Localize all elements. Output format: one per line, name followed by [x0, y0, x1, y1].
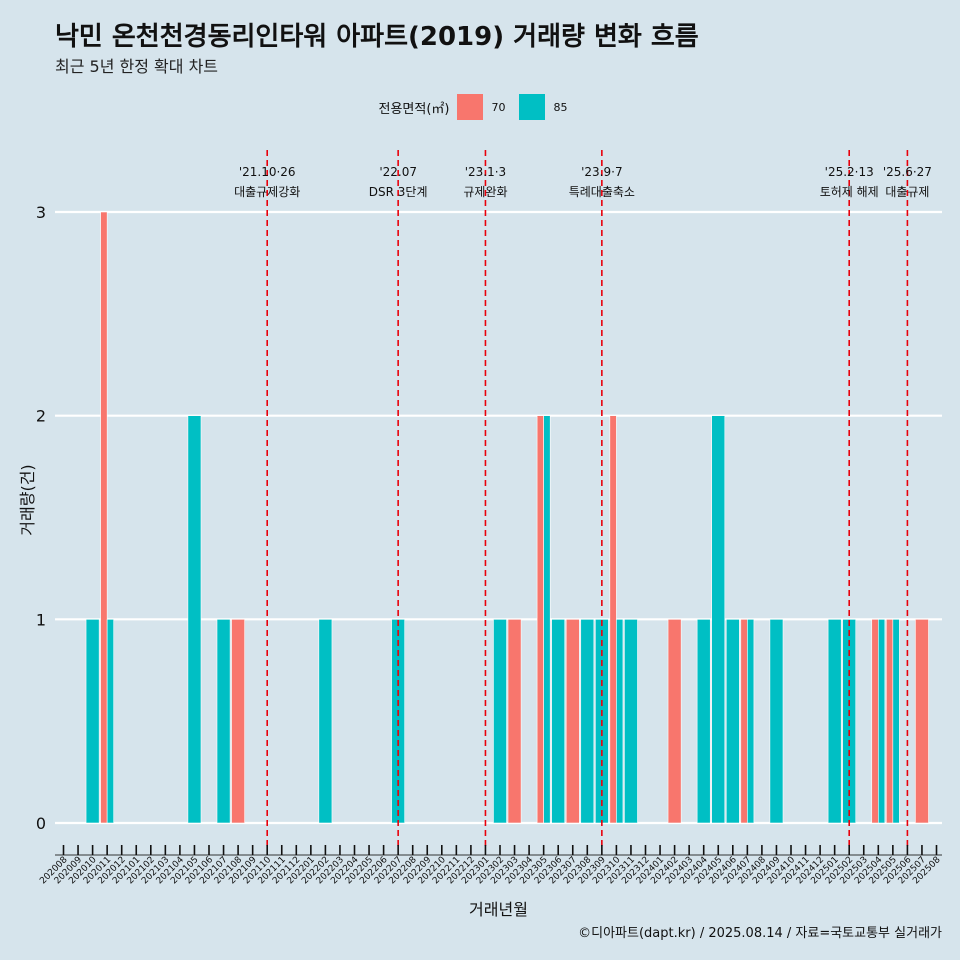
bar-70-202505 — [886, 619, 894, 824]
bar-70-202305 — [536, 415, 544, 824]
y-tick-label: 1 — [36, 610, 46, 629]
bar-70-202507 — [915, 619, 929, 824]
y-tick-label: 3 — [36, 203, 46, 222]
bar-85-202302 — [493, 619, 507, 824]
source-caption: ©디아파트(dapt.kr) / 2025.08.14 / 자료=국토교통부 실… — [578, 926, 942, 941]
event-date-label: '25.2·13 — [825, 165, 874, 179]
event-name-label: DSR 3단계 — [369, 185, 428, 199]
legend-key-85 — [519, 94, 546, 120]
bar-85-202501 — [827, 619, 842, 824]
legend: 전용면적(㎡) 70 85 — [0, 94, 960, 120]
bar-70-202303 — [507, 619, 522, 824]
bar-70-202108 — [231, 619, 245, 824]
bar-70-202307 — [565, 619, 580, 824]
y-axis-title: 거래량(건) — [18, 464, 37, 535]
bar-85-202406 — [725, 619, 740, 824]
bar-85-202404 — [696, 619, 711, 824]
bar-70-202310 — [609, 415, 617, 824]
legend-label-85: 85 — [553, 100, 568, 114]
bar-70-202504 — [871, 619, 879, 824]
bar-85-202306 — [551, 619, 566, 824]
bar-85-202407 — [747, 619, 755, 824]
y-tick-label: 0 — [36, 814, 46, 833]
bar-70-202407 — [740, 619, 748, 824]
x-axis-title: 거래년월 — [469, 900, 528, 919]
bar-85-202305 — [543, 415, 551, 824]
bar-85-202308 — [580, 619, 595, 824]
bar-85-202504 — [877, 619, 886, 824]
bar-85-202311 — [624, 619, 638, 824]
y-tick-label: 2 — [36, 407, 46, 426]
bar-85-202105 — [187, 415, 202, 824]
bar-85-202505 — [892, 619, 900, 824]
event-date-label: '25.6·27 — [883, 165, 932, 179]
event-name-label: 토허제 해제 — [820, 185, 879, 199]
bar-70-202011 — [100, 211, 108, 824]
bar-85-202202 — [318, 619, 333, 824]
bar-85-202405 — [711, 415, 726, 824]
event-name-label: 대출규제 — [885, 185, 929, 199]
event-date-label: '23.9·7 — [581, 165, 622, 179]
chart-title: 낙민 온천천경동리인타워 아파트(2019) 거래량 변화 흐름 — [55, 22, 699, 52]
legend-label-70: 70 — [491, 100, 506, 114]
legend-key-70 — [457, 94, 484, 120]
event-name-label: 대출규제강화 — [234, 185, 300, 199]
event-name-label: 규제완화 — [463, 185, 507, 199]
bar-85-202107 — [216, 619, 231, 824]
bar-70-202402 — [667, 619, 682, 824]
legend-title: 전용면적(㎡) — [378, 101, 450, 117]
bar-85-202310 — [616, 619, 624, 824]
bar-85-202409 — [769, 619, 784, 824]
bar-85-202010 — [85, 619, 100, 824]
event-date-label: '22.07 — [379, 165, 417, 179]
event-name-label: 특례대출축소 — [569, 185, 635, 199]
chart-subtitle: 최근 5년 한정 확대 차트 — [55, 57, 219, 76]
event-date-label: '23.1·3 — [465, 165, 506, 179]
event-date-label: '21.10·26 — [239, 165, 296, 179]
bar-85-202011 — [106, 619, 114, 824]
